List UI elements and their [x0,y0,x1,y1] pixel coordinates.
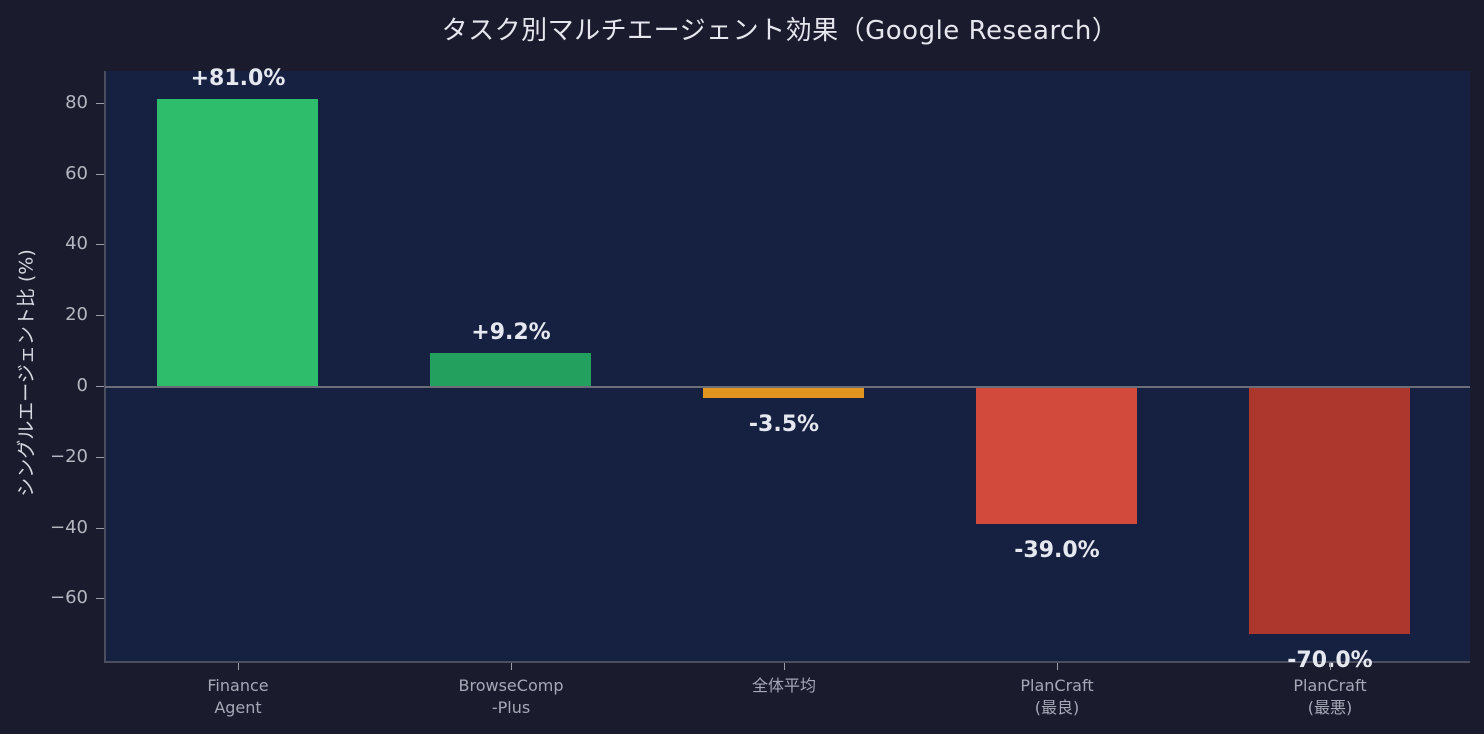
x-tick-label: Finance Agent [207,676,269,717]
y-tick-mark [96,103,104,104]
y-tick-label: 80 [65,92,88,113]
x-tick-label: 全体平均 [751,676,816,695]
y-tick-mark [96,174,104,175]
x-tick-label: PlanCraft (最悪) [1293,676,1367,717]
y-tick-mark [96,598,104,599]
x-tick-mark [1330,663,1331,670]
y-tick-label: 60 [65,163,88,184]
bar [976,386,1137,524]
x-tick-label: BrowseComp -Plus [458,676,564,717]
x-tick-mark [784,663,785,670]
chart-title: タスク別マルチエージェント効果（Google Research） [441,16,1119,46]
bar-value-label: -39.0% [1014,538,1100,563]
x-axis-spine [104,661,1470,663]
bar-value-label: -70.0% [1287,648,1373,673]
x-tick-mark [1057,663,1058,670]
bar [703,386,864,398]
y-tick-mark [96,244,104,245]
y-tick-mark [96,315,104,316]
bar-value-label: +9.2% [471,320,551,345]
bar [1249,386,1410,634]
y-tick-mark [96,386,104,387]
y-tick-label: 0 [76,375,88,396]
x-tick-mark [511,663,512,670]
y-tick-mark [96,457,104,458]
y-tick-label: 20 [65,304,88,325]
zero-baseline [105,386,1470,388]
bar-value-label: +81.0% [190,66,286,91]
y-tick-mark [96,528,104,529]
bar [430,353,591,386]
y-tick-label: −40 [50,517,88,538]
y-tick-label: 40 [65,233,88,254]
y-tick-label: −60 [50,587,88,608]
bar [157,99,318,386]
plot-area [105,71,1470,662]
x-tick-label: PlanCraft (最良) [1020,676,1094,717]
y-axis-spine [104,71,106,663]
bar-value-label: -3.5% [748,412,820,437]
x-tick-mark [238,663,239,670]
y-tick-label: −20 [50,446,88,467]
